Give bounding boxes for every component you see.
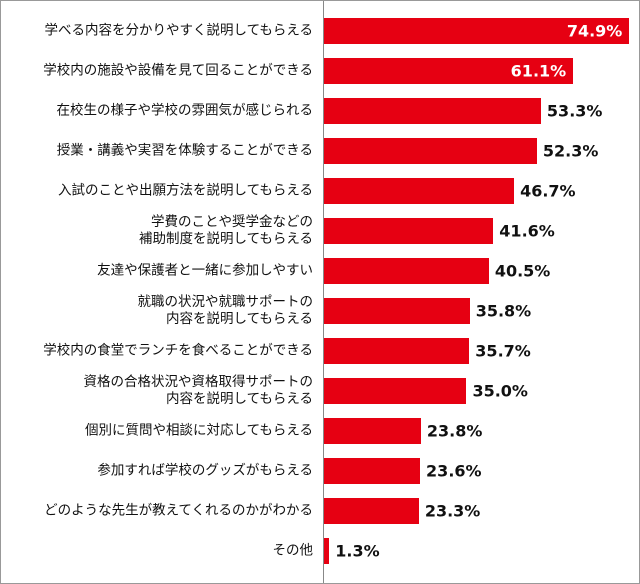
bar bbox=[324, 298, 470, 324]
bar bbox=[324, 58, 573, 84]
category-label: 在校生の様子や学校の雰囲気が感じられる bbox=[56, 102, 314, 119]
category-label: 学校内の食堂でランチを食べることができる bbox=[43, 342, 313, 359]
category-label: 友達や保護者と一緒に参加しやすい bbox=[97, 262, 313, 279]
value-label: 46.7% bbox=[520, 181, 576, 201]
value-label: 41.6% bbox=[499, 221, 555, 241]
category-label: 参加すれば学校のグッズがもらえる bbox=[97, 462, 313, 479]
category-label: 授業・講義や実習を体験することができる bbox=[56, 142, 313, 159]
bar bbox=[324, 138, 537, 164]
value-label: 61.1% bbox=[510, 61, 567, 81]
value-label: 1.3% bbox=[335, 541, 380, 561]
category-label: 入試のことや出願方法を説明してもらえる bbox=[57, 182, 313, 199]
category-label: 学べる内容を分かりやすく説明してもらえる bbox=[44, 22, 313, 39]
value-label: 35.0% bbox=[472, 381, 528, 401]
bar bbox=[324, 18, 629, 44]
value-label: 53.3% bbox=[546, 101, 603, 121]
category-label: 資格の合格状況や資格取得サポートの 内容を説明してもらえる bbox=[83, 374, 314, 407]
value-label: 74.9% bbox=[566, 21, 623, 41]
category-label: 就職の状況や就職サポートの 内容を説明してもらえる bbox=[137, 294, 314, 327]
value-label: 23.6% bbox=[426, 461, 482, 481]
bar bbox=[324, 98, 541, 124]
value-label: 35.7% bbox=[475, 341, 531, 361]
bar bbox=[324, 498, 419, 524]
category-label: 学費のことや奨学金などの 補助制度を説明してもらえる bbox=[138, 214, 313, 247]
value-label: 35.8% bbox=[475, 301, 532, 321]
bar bbox=[324, 378, 467, 404]
bar bbox=[324, 418, 421, 444]
category-label: その他 bbox=[272, 542, 314, 559]
bar bbox=[324, 458, 421, 484]
category-label: 学校内の施設や設備を見て回ることができる bbox=[43, 62, 313, 79]
bar bbox=[324, 538, 330, 564]
axis-line bbox=[323, 1, 324, 583]
category-label: どのような先生が教えてくれるのかがわかる bbox=[44, 502, 313, 519]
bar bbox=[324, 258, 489, 284]
value-label: 23.3% bbox=[424, 501, 481, 521]
value-label: 52.3% bbox=[542, 141, 599, 161]
bar bbox=[324, 178, 515, 204]
value-label: 23.8% bbox=[426, 421, 483, 441]
value-label: 40.5% bbox=[494, 261, 551, 281]
bar bbox=[324, 218, 494, 244]
category-label: 個別に質問や相談に対応してもらえる bbox=[84, 422, 313, 439]
bar bbox=[324, 338, 470, 364]
